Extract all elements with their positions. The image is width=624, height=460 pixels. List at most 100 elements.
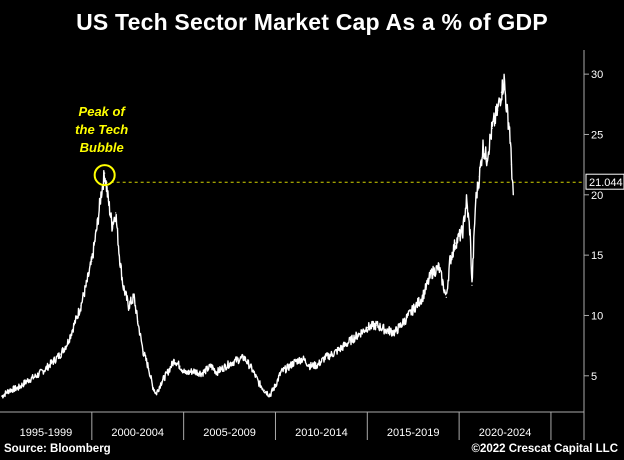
peak-annotation-circle — [93, 164, 116, 187]
data-point — [438, 266, 440, 268]
data-point — [122, 284, 124, 286]
current-value-text: 21.044 — [589, 177, 623, 189]
data-point — [17, 387, 19, 389]
data-point — [512, 194, 514, 196]
y-axis-ticks: 5 10 15 20 25 30 — [584, 69, 603, 383]
data-point — [184, 372, 187, 374]
x-tick-label: 1995-1999 — [20, 427, 73, 439]
data-point — [475, 200, 477, 202]
data-point — [250, 367, 253, 370]
data-point — [45, 367, 47, 370]
data-point — [221, 367, 223, 370]
data-point — [8, 389, 10, 391]
data-point — [210, 365, 212, 367]
data-point — [192, 370, 194, 372]
current-value-label: 21.044 — [585, 173, 624, 190]
data-point — [148, 367, 150, 370]
data-point — [115, 212, 117, 214]
data-point — [142, 351, 144, 353]
data-point — [366, 326, 368, 329]
data-point — [421, 296, 423, 298]
data-point — [412, 308, 414, 311]
data-point — [324, 357, 326, 359]
data-point — [1, 395, 3, 397]
data-point — [26, 380, 29, 382]
data-point — [60, 353, 62, 355]
data-point — [107, 200, 109, 202]
data-point — [173, 359, 176, 361]
data-point — [269, 394, 271, 396]
x-tick-label: 2000-2004 — [111, 427, 164, 439]
data-point — [133, 296, 135, 298]
data-point — [161, 381, 163, 383]
data-point — [80, 305, 82, 307]
data-point — [274, 384, 277, 387]
data-point — [430, 272, 433, 274]
data-point — [491, 127, 493, 130]
data-point — [469, 232, 471, 235]
data-point — [500, 91, 502, 93]
data-point — [403, 320, 405, 323]
data-point — [486, 158, 488, 160]
x-tick-label: 2020-2024 — [479, 427, 532, 439]
y-tick-label: 5 — [591, 371, 597, 383]
data-point — [503, 79, 505, 81]
data-point — [287, 366, 289, 368]
data-point — [100, 194, 102, 196]
data-point — [67, 341, 69, 343]
data-point — [385, 329, 387, 331]
data-point — [258, 382, 260, 384]
data-point — [216, 371, 218, 373]
y-tick-label: 10 — [591, 310, 603, 322]
data-point — [280, 371, 282, 373]
data-point — [295, 360, 297, 362]
data-point — [243, 357, 245, 359]
data-point — [465, 200, 468, 202]
data-point — [478, 176, 480, 178]
x-category-dividers — [91, 412, 552, 440]
data-point — [155, 393, 157, 395]
data-point — [127, 305, 130, 307]
data-point — [302, 358, 304, 360]
data-points — [1, 79, 514, 397]
current-value-box — [585, 173, 624, 190]
data-point — [228, 363, 231, 365]
data-point — [236, 359, 238, 361]
footer-bar: Source: Bloomberg ©2022 Crescat Capital … — [0, 442, 624, 460]
data-point — [85, 284, 87, 286]
data-point — [151, 384, 154, 387]
data-point — [454, 242, 457, 244]
source-label: Source: Bloomberg — [4, 443, 111, 455]
data-point — [74, 320, 76, 323]
data-point — [357, 334, 359, 336]
x-axis-labels: 1995-1999 2000-2004 2005-2009 2010-2014 2015… — [20, 427, 532, 439]
annotation-line: the Tech — [75, 122, 128, 137]
x-tick-label: 2005-2009 — [203, 427, 256, 439]
data-point — [91, 260, 93, 262]
y-tick-label: 25 — [591, 129, 603, 141]
data-point — [497, 109, 499, 111]
data-point — [96, 224, 98, 226]
data-point — [482, 145, 484, 148]
y-tick-label: 15 — [591, 250, 603, 262]
data-point — [471, 284, 473, 286]
chart-title-bar: US Tech Sector Market Cap As a % of GDP — [0, 0, 624, 44]
data-point — [201, 372, 203, 374]
y-tick-label: 30 — [591, 69, 603, 81]
data-point — [509, 127, 511, 130]
data-point — [510, 164, 513, 166]
data-point — [462, 230, 464, 232]
data-point — [445, 296, 447, 298]
peak-annotation-text: Peak of the Tech Bubble — [75, 104, 128, 155]
annotation-line: Bubble — [80, 140, 124, 155]
data-point — [137, 320, 139, 323]
data-point — [317, 364, 319, 366]
data-point — [179, 365, 181, 367]
data-point — [348, 341, 350, 343]
data-point — [394, 331, 396, 333]
data-point — [166, 372, 168, 374]
x-tick-label: 2010-2014 — [295, 427, 348, 439]
data-point — [449, 260, 451, 262]
data-point — [375, 324, 378, 326]
